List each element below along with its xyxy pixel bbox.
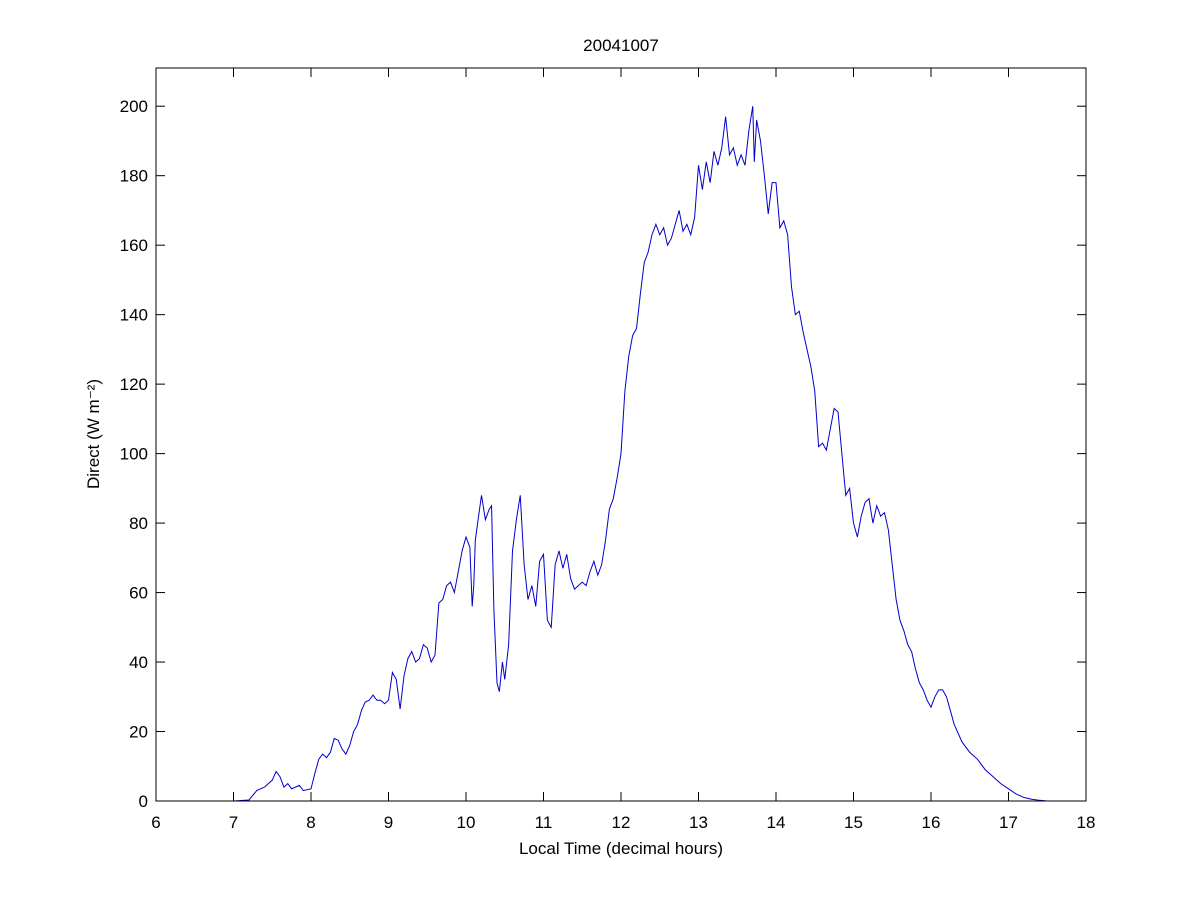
x-tick-label: 18 <box>1077 813 1096 832</box>
y-tick-label: 160 <box>120 236 148 255</box>
x-tick-label: 12 <box>612 813 631 832</box>
y-tick-label: 180 <box>120 167 148 186</box>
y-tick-label: 0 <box>139 792 148 811</box>
x-tick-label: 6 <box>151 813 160 832</box>
y-tick-label: 20 <box>129 723 148 742</box>
x-tick-label: 17 <box>999 813 1018 832</box>
x-tick-label: 13 <box>689 813 708 832</box>
x-axis-label: Local Time (decimal hours) <box>519 839 723 858</box>
x-tick-label: 16 <box>922 813 941 832</box>
x-tick-label: 9 <box>384 813 393 832</box>
x-tick-label: 11 <box>535 813 553 832</box>
x-tick-label: 7 <box>229 813 238 832</box>
x-tick-label: 8 <box>306 813 315 832</box>
y-axis-label: Direct (W m⁻²) <box>84 379 103 489</box>
data-line <box>202 106 1048 802</box>
x-tick-label: 15 <box>844 813 863 832</box>
y-tick-label: 100 <box>120 445 148 464</box>
x-tick-label: 10 <box>457 813 476 832</box>
y-tick-label: 200 <box>120 97 148 116</box>
x-tick-label: 14 <box>767 813 786 832</box>
y-tick-label: 120 <box>120 375 148 394</box>
y-tick-label: 40 <box>129 653 148 672</box>
chart-title: 20041007 <box>583 36 659 55</box>
y-tick-label: 60 <box>129 584 148 603</box>
y-tick-label: 80 <box>129 514 148 533</box>
y-tick-label: 140 <box>120 306 148 325</box>
